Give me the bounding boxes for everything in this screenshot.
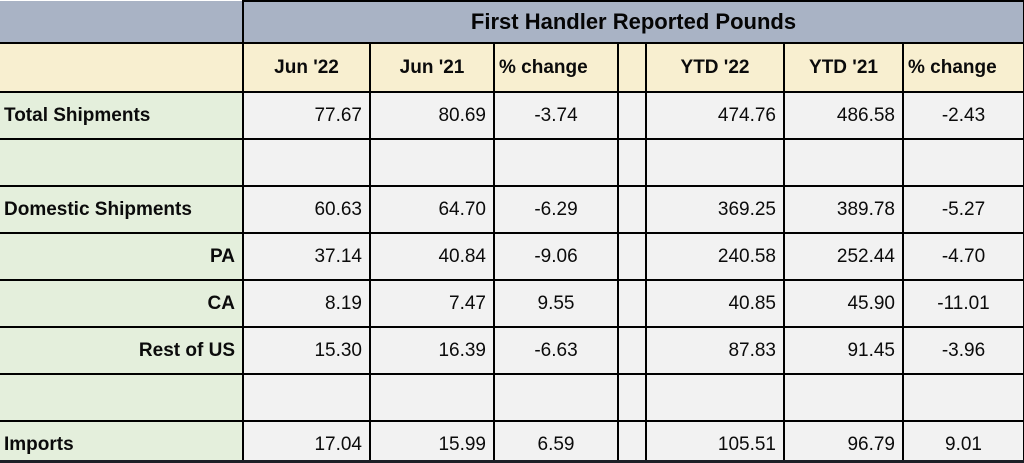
cell-jun21: 16.39	[369, 326, 495, 375]
table-row-empty	[0, 373, 1024, 422]
cell-pct-change-month: -6.63	[493, 326, 619, 375]
cell-jun22: 15.30	[242, 326, 371, 375]
row-label: PA	[0, 232, 244, 281]
row-label	[0, 373, 244, 422]
cell-ytd21: 45.90	[783, 279, 904, 328]
cell-ytd21: 91.45	[783, 326, 904, 375]
row-label: Rest of US	[0, 326, 244, 375]
cell-jun21	[369, 373, 495, 422]
cell-jun21: 15.99	[369, 420, 495, 463]
column-header-ytd21: YTD '21	[783, 42, 904, 93]
cell-jun22: 77.67	[242, 91, 371, 140]
cell-pct-change-month: -6.29	[493, 185, 619, 234]
cell-pct-change-ytd	[901, 373, 1024, 422]
cell-pct-change-month	[493, 373, 619, 422]
cell-pct-change-month	[493, 138, 619, 187]
row-label-header-blank	[0, 42, 244, 93]
cell-jun21: 64.70	[369, 185, 495, 234]
cell-pct-change-ytd: -4.70	[901, 232, 1024, 281]
column-header-pct-change-month: % change	[493, 42, 619, 93]
column-header-row: Jun '22 Jun '21 % change YTD '22 YTD '21…	[0, 42, 1024, 93]
cell-pct-change-month: -9.06	[493, 232, 619, 281]
cell-pct-change-ytd: -11.01	[901, 279, 1024, 328]
row-label: Total Shipments	[0, 91, 244, 140]
cell-ytd22	[645, 373, 785, 422]
cell-pct-change-month: -3.74	[493, 91, 619, 140]
cell-ytd22: 240.58	[645, 232, 785, 281]
cell-pct-change-ytd: -5.27	[901, 185, 1024, 234]
cell-jun22: 60.63	[242, 185, 371, 234]
cell-jun21: 40.84	[369, 232, 495, 281]
cell-jun22: 8.19	[242, 279, 371, 328]
cell-jun21: 7.47	[369, 279, 495, 328]
row-label: CA	[0, 279, 244, 328]
cell-jun22	[242, 373, 371, 422]
table-row-domestic-shipments: Domestic Shipments 60.63 64.70 -6.29 369…	[0, 185, 1024, 234]
spacer-cell	[617, 326, 647, 375]
cell-ytd22: 40.85	[645, 279, 785, 328]
column-header-pct-change-ytd: % change	[901, 42, 1024, 93]
spacer-cell	[617, 138, 647, 187]
cell-pct-change-ytd: 9.01	[901, 420, 1024, 463]
table-row-rest-of-us: Rest of US 15.30 16.39 -6.63 87.83 91.45…	[0, 326, 1024, 375]
cell-ytd22: 369.25	[645, 185, 785, 234]
cell-jun22: 17.04	[242, 420, 371, 463]
cell-ytd22	[645, 138, 785, 187]
cell-jun22: 37.14	[242, 232, 371, 281]
cell-jun21: 80.69	[369, 91, 495, 140]
cell-ytd21: 96.79	[783, 420, 904, 463]
row-label: Domestic Shipments	[0, 185, 244, 234]
cell-jun22	[242, 138, 371, 187]
table-row-pa: PA 37.14 40.84 -9.06 240.58 252.44 -4.70	[0, 232, 1024, 281]
table-title: First Handler Reported Pounds	[241, 0, 1024, 44]
spacer-cell	[617, 232, 647, 281]
cut-off-row-edge	[0, 460, 1024, 463]
cell-pct-change-month: 9.55	[493, 279, 619, 328]
spacer-cell	[617, 185, 647, 234]
column-header-ytd22: YTD '22	[645, 42, 785, 93]
cell-ytd22: 87.83	[645, 326, 785, 375]
cell-ytd21	[783, 373, 904, 422]
cell-jun21	[369, 138, 495, 187]
cell-ytd21: 486.58	[783, 91, 904, 140]
column-header-jun21: Jun '21	[369, 42, 495, 93]
cell-pct-change-month: 6.59	[493, 420, 619, 463]
cell-ytd21	[783, 138, 904, 187]
cell-ytd22: 105.51	[645, 420, 785, 463]
table-row-total-shipments: Total Shipments 77.67 80.69 -3.74 474.76…	[0, 91, 1024, 140]
row-label	[0, 138, 244, 187]
table-row-ca: CA 8.19 7.47 9.55 40.85 45.90 -11.01	[0, 279, 1024, 328]
column-header-jun22: Jun '22	[242, 42, 371, 93]
cell-ytd21: 389.78	[783, 185, 904, 234]
spacer-cell	[617, 42, 647, 93]
table-row-empty	[0, 138, 1024, 187]
table-row-imports: Imports 17.04 15.99 6.59 105.51 96.79 9.…	[0, 420, 1024, 463]
row-label: Imports	[0, 420, 244, 463]
title-row: First Handler Reported Pounds	[0, 0, 1024, 44]
cell-pct-change-ytd	[901, 138, 1024, 187]
cell-pct-change-ytd: -2.43	[901, 91, 1024, 140]
corner-blank-cell	[0, 1, 244, 44]
spacer-cell	[617, 91, 647, 140]
spacer-cell	[617, 279, 647, 328]
spacer-cell	[617, 373, 647, 422]
cell-pct-change-ytd: -3.96	[901, 326, 1024, 375]
cell-ytd21: 252.44	[783, 232, 904, 281]
cell-ytd22: 474.76	[645, 91, 785, 140]
spacer-cell	[617, 420, 647, 463]
